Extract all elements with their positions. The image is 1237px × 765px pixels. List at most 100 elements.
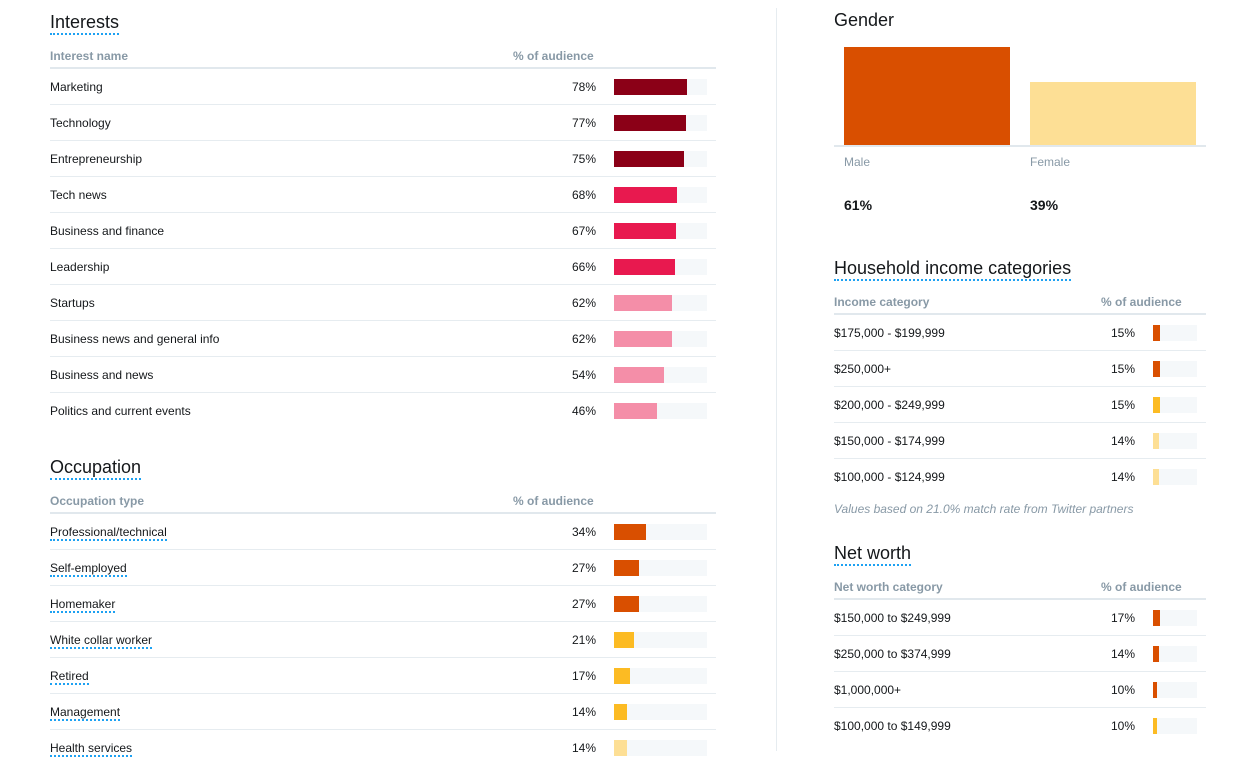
row-name[interactable]: Health services [50, 741, 133, 757]
row-name: $250,000+ [834, 362, 892, 376]
bar-fill [614, 331, 672, 347]
gender-title: Gender [834, 10, 895, 30]
row-name[interactable]: Homemaker [50, 597, 116, 613]
row-name[interactable]: Self-employed [50, 561, 127, 577]
bar-fill [614, 524, 646, 540]
row-percent: 75% [571, 152, 596, 166]
row-name[interactable]: Professional/technical [50, 525, 167, 541]
row-name: Entrepreneurship [50, 152, 143, 166]
bar-track [1153, 469, 1197, 485]
networth-table-header: Net worth category % of audience [834, 574, 1206, 600]
gender-bar-female [1030, 82, 1196, 145]
bar-track [614, 632, 707, 648]
income-title[interactable]: Household income categories [834, 258, 1072, 281]
table-row: $250,000 to $374,999 14% [834, 636, 1206, 672]
interests-title[interactable]: Interests [50, 12, 120, 35]
occupation-table-header: Occupation type % of audience [50, 488, 716, 514]
bar-track [1153, 325, 1197, 341]
row-percent: 14% [1110, 434, 1135, 448]
income-section: Household income categories Income categ… [834, 258, 1206, 516]
bar-fill [614, 295, 672, 311]
bar-track [614, 259, 707, 275]
gender-label: Male [844, 155, 871, 169]
networth-title[interactable]: Net worth [834, 543, 912, 566]
row-name: $250,000 to $374,999 [834, 647, 951, 661]
row-name: Tech news [50, 188, 107, 202]
interests-section: Interests Interest name % of audience Ma… [50, 12, 716, 428]
row-name: $100,000 to $149,999 [834, 719, 951, 733]
table-row: Self-employed 27% [50, 550, 716, 586]
row-name: Politics and current events [50, 404, 191, 418]
bar-fill [614, 668, 630, 684]
row-name: $100,000 - $124,999 [834, 470, 945, 484]
table-row: Management 14% [50, 694, 716, 730]
table-row: Tech news 68% [50, 177, 716, 213]
row-percent: 67% [571, 224, 596, 238]
table-row: Politics and current events 46% [50, 393, 716, 428]
row-percent: 21% [571, 633, 596, 647]
bar-track [614, 151, 707, 167]
gender-section: Gender Male 61% Female 39% [834, 10, 1206, 213]
bar-track [614, 596, 707, 612]
occupation-section: Occupation Occupation type % of audience… [50, 457, 716, 765]
bar-fill [614, 596, 640, 612]
bar-track [1153, 682, 1197, 698]
table-row: Professional/technical 34% [50, 514, 716, 550]
row-percent: 46% [571, 404, 596, 418]
bar-fill [1153, 325, 1160, 341]
bar-track [614, 331, 707, 347]
bar-track [614, 79, 707, 95]
row-percent: 15% [1110, 326, 1135, 340]
gender-chart [834, 45, 1206, 147]
networth-col-pct: % of audience [1101, 580, 1182, 594]
table-row: Retired 17% [50, 658, 716, 694]
row-name: $175,000 - $199,999 [834, 326, 945, 340]
bar-fill [614, 115, 686, 131]
row-name: $1,000,000+ [834, 683, 902, 697]
bar-fill [1153, 646, 1160, 662]
row-percent: 14% [1110, 470, 1135, 484]
bar-track [614, 367, 707, 383]
networth-col-name: Net worth category [834, 580, 943, 594]
row-percent: 14% [1110, 647, 1135, 661]
occupation-title[interactable]: Occupation [50, 457, 142, 480]
table-row: Health services 14% [50, 730, 716, 765]
bar-fill [614, 560, 640, 576]
row-name: Leadership [50, 260, 110, 274]
row-percent: 62% [571, 332, 596, 346]
row-percent: 77% [571, 116, 596, 130]
row-name: Marketing [50, 80, 103, 94]
interests-col-name: Interest name [50, 49, 129, 63]
table-row: $150,000 - $174,999 14% [834, 423, 1206, 459]
row-percent: 27% [571, 561, 596, 575]
row-name: $150,000 - $174,999 [834, 434, 945, 448]
row-percent: 14% [571, 741, 596, 755]
row-percent: 15% [1110, 362, 1135, 376]
table-row: $200,000 - $249,999 15% [834, 387, 1206, 423]
row-name: Technology [50, 116, 111, 130]
row-percent: 17% [571, 669, 596, 683]
bar-fill [614, 259, 676, 275]
bar-fill [614, 223, 677, 239]
bar-track [614, 115, 707, 131]
row-percent: 66% [571, 260, 596, 274]
row-percent: 68% [571, 188, 596, 202]
interests-table-header: Interest name % of audience [50, 43, 716, 69]
gender-label: Female [1030, 155, 1071, 169]
row-name: Business and news [50, 368, 154, 382]
row-name: Startups [50, 296, 95, 310]
row-name[interactable]: Retired [50, 669, 89, 685]
row-name[interactable]: Management [50, 705, 121, 721]
table-row: Entrepreneurship 75% [50, 141, 716, 177]
row-percent: 10% [1110, 719, 1135, 733]
bar-track [1153, 397, 1197, 413]
row-percent: 27% [571, 597, 596, 611]
bar-fill [614, 704, 628, 720]
income-col-name: Income category [834, 295, 930, 309]
income-table-body: $175,000 - $199,999 15% $250,000+ 15% $200,0… [834, 315, 1206, 494]
bar-fill [1153, 718, 1158, 734]
bar-track [614, 403, 707, 419]
table-row: Technology 77% [50, 105, 716, 141]
table-row: $175,000 - $199,999 15% [834, 315, 1206, 351]
row-name[interactable]: White collar worker [50, 633, 153, 649]
